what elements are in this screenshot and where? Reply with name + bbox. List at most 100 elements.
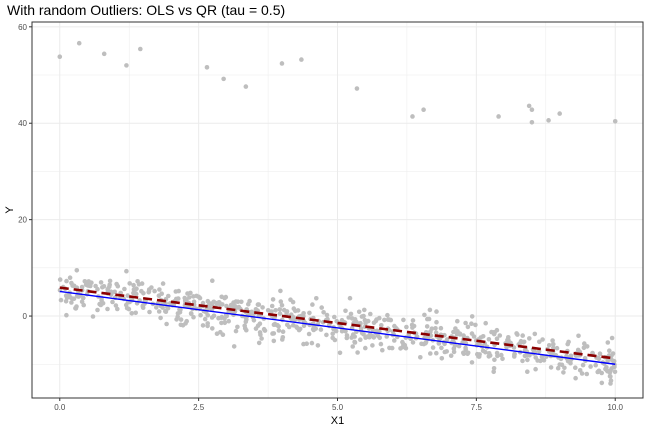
data-point [324, 312, 330, 318]
data-point [575, 347, 581, 353]
data-point [573, 375, 578, 381]
data-point [164, 321, 169, 327]
data-point [546, 343, 552, 348]
data-point [176, 288, 181, 294]
data-point [140, 305, 146, 311]
data-point [217, 300, 222, 305]
data-point [157, 287, 162, 292]
data-point [423, 340, 428, 346]
data-point [160, 305, 165, 310]
data-point [200, 300, 206, 306]
data-point [233, 328, 239, 334]
data-point [318, 327, 324, 332]
data-point [455, 318, 460, 324]
data-point [612, 364, 617, 370]
data-point [260, 305, 265, 310]
data-point [521, 339, 527, 345]
data-point [478, 335, 484, 340]
data-point [82, 279, 88, 284]
data-point [515, 332, 520, 337]
data-point [436, 341, 442, 346]
data-point [315, 343, 321, 348]
data-point [191, 314, 196, 320]
data-point [375, 333, 381, 339]
data-point [115, 306, 120, 312]
data-point [343, 329, 348, 334]
data-point [291, 306, 297, 311]
data-point [350, 344, 356, 349]
data-point [158, 315, 163, 321]
data-point [325, 316, 330, 322]
data-point [79, 284, 85, 290]
data-point [392, 338, 397, 343]
data-point [277, 307, 283, 312]
data-point [475, 351, 480, 357]
outlier-point [546, 118, 551, 123]
data-point [362, 307, 367, 313]
data-point [139, 288, 144, 294]
data-point [129, 311, 135, 316]
data-point [550, 338, 555, 343]
ticks-layer: 0.0 2.5 5.0 7.5 10.0 0 20 40 60 [18, 23, 623, 412]
data-point [573, 365, 578, 371]
data-point [95, 307, 100, 313]
data-point [597, 351, 603, 357]
data-point [343, 308, 348, 314]
y-tick-label: 40 [18, 119, 27, 128]
data-point [159, 291, 164, 297]
data-point [259, 336, 264, 341]
data-point [330, 331, 336, 337]
data-point [269, 309, 274, 314]
data-point [426, 316, 432, 322]
data-point [146, 287, 152, 292]
data-point [261, 326, 267, 332]
data-point [205, 313, 211, 318]
data-point [418, 355, 423, 360]
x-axis-title: X1 [331, 415, 344, 427]
data-point [270, 331, 275, 336]
data-point [280, 335, 286, 340]
data-point [136, 282, 142, 287]
data-point [74, 268, 80, 273]
data-point [307, 310, 312, 316]
data-point [64, 312, 69, 318]
data-point [277, 311, 283, 316]
data-point [451, 329, 456, 335]
data-point [451, 349, 457, 355]
data-point [473, 322, 478, 328]
qr-regression-line [59, 290, 616, 365]
data-point [105, 306, 110, 312]
data-point [210, 278, 215, 284]
data-point [310, 302, 315, 307]
data-point [532, 331, 538, 337]
data-point [554, 345, 560, 351]
data-point [428, 329, 433, 335]
data-point [555, 365, 561, 371]
data-point [471, 334, 477, 339]
data-point [347, 295, 353, 301]
data-point [463, 320, 468, 326]
data-point [371, 320, 377, 326]
data-point [285, 322, 290, 328]
outlier-point [410, 114, 415, 119]
outlier-point [529, 119, 535, 125]
data-point [163, 309, 169, 315]
data-point [107, 284, 112, 290]
data-point [344, 333, 350, 338]
data-point [527, 336, 532, 341]
data-point [131, 287, 137, 292]
data-point [309, 340, 315, 346]
data-point [284, 310, 289, 315]
y-axis-title: Y [4, 206, 16, 214]
data-point [433, 330, 439, 336]
x-tick-label: 7.5 [471, 403, 483, 412]
data-point [448, 353, 454, 359]
data-point [486, 337, 492, 342]
data-point [400, 339, 405, 345]
data-point [98, 280, 104, 285]
data-point [122, 286, 127, 292]
data-point [350, 332, 356, 337]
data-point [131, 282, 136, 288]
data-point [576, 333, 581, 339]
outlier-point [138, 46, 143, 52]
